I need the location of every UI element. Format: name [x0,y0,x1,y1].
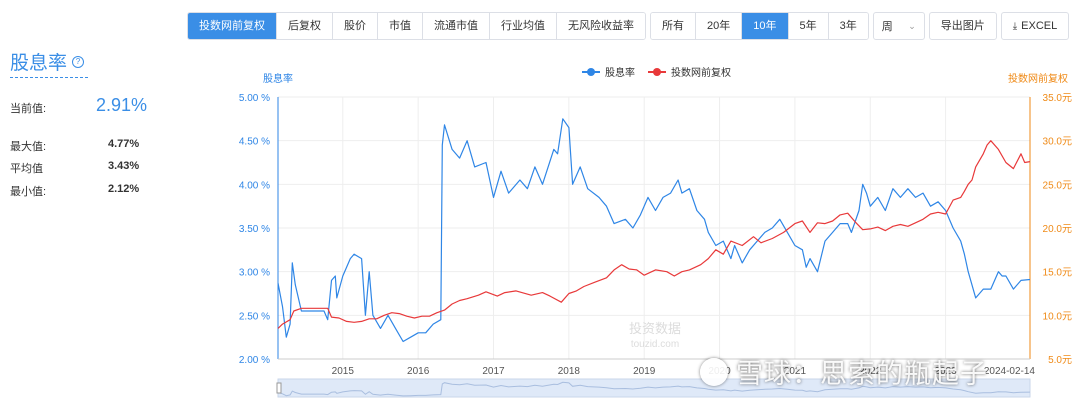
adjustment-button-group: 投数网前复权 后复权 股价 市值 流通市值 行业均值 无风险收益率 [187,12,646,40]
toolbar: 投数网前复权 后复权 股价 市值 流通市值 行业均值 无风险收益率 所有 20年 10年 5年 3年… [187,12,1073,40]
left-tick-label: 3.50 % [239,224,270,235]
x-tick-label: 2023 [934,366,957,377]
current-value: 2.91% [96,95,148,115]
left-tick-label: 2.50 % [239,311,270,322]
chevron-down-icon: ⌄ [908,20,916,31]
x-tick-label: 2015 [332,366,355,377]
export-excel-button[interactable]: ⤓ EXCEL [1000,12,1070,40]
series-line-0 [277,118,1031,343]
legend-marker-0 [587,68,595,76]
adjustment-button-3[interactable]: 市值 [378,13,423,39]
left-tick-label: 4.00 % [239,180,270,191]
min-value: 2.12% [108,183,140,195]
x-tick-label: 2016 [407,366,430,377]
export-excel-label: EXCEL [1021,20,1058,32]
left-tick-label: 4.50 % [239,137,270,148]
left-tick-label: 2.00 % [239,355,270,366]
right-tick-label: 25.0元 [1043,180,1072,191]
export-image-button[interactable]: 导出图片 [928,12,997,40]
legend-marker-1 [653,68,661,76]
source-watermark-text: 雪球：思索的瓶起子 [736,359,988,389]
x-tick-label: 2018 [558,366,581,377]
x-tick-label: 2022 [859,366,882,377]
metric-title: 股息率 ? [10,48,88,78]
chart-series [277,118,1031,343]
adjustment-button-0[interactable]: 投数网前复权 [188,13,277,39]
source-watermark: 雪球：思索的瓶起子 [700,352,988,391]
legend-label-1: 投数网前复权 [671,66,731,79]
min-value-label: 最小值: [10,186,47,198]
chart-axes: 5.00 % 4.50 % 4.00 % 3.50 % 3.00 % 2.50 % 2.00… [239,72,1072,377]
x-tick-label: 2021 [784,366,807,377]
x-tick-label: 2019 [633,366,656,377]
chart-watermark-title: 投资数据 [629,321,681,336]
period-button-group: 所有 20年 10年 5年 3年 [650,12,869,40]
period-button-0[interactable]: 所有 [651,13,696,39]
left-tick-label: 5.00 % [239,93,270,104]
adjustment-button-2[interactable]: 股价 [333,13,378,39]
navigator-handle-left [276,382,282,394]
left-axis-title: 股息率 [263,72,293,85]
range-navigator [276,378,1031,398]
avg-value: 3.43% [108,160,140,172]
adjustment-button-5[interactable]: 行业均值 [490,13,557,39]
period-button-2[interactable]: 10年 [742,13,789,39]
adjustment-button-6[interactable]: 无风险收益率 [557,13,645,39]
right-tick-label: 30.0元 [1043,137,1072,148]
series-line-1 [277,140,1031,329]
chart-watermark-url: touzid.com [631,339,679,350]
metric-panel: 股息率 ? 当前值: 2.91% 最大值: 4.77% 平均值 3.43% 最小… [10,48,170,198]
adjustment-button-1[interactable]: 后复权 [277,13,333,39]
right-tick-label: 15.0元 [1043,268,1072,279]
legend-label-0: 股息率 [605,66,635,79]
period-button-1[interactable]: 20年 [696,13,743,39]
max-value-label: 最大值: [10,141,47,153]
right-axis-title: 投数网前复权 [1008,72,1068,85]
right-tick-label: 20.0元 [1043,224,1072,235]
x-tick-label: 2017 [482,366,505,377]
period-button-4[interactable]: 3年 [828,13,868,39]
chart-watermark: 投资数据 touzid.com [629,321,681,350]
x-end-label: 2024-02-14 [984,366,1036,377]
frequency-select-value: 周 [881,21,893,33]
left-tick-label: 3.00 % [239,268,270,279]
snowball-logo-icon [700,357,728,386]
current-value-label: 当前值: [10,103,47,115]
navigator-series [277,381,1031,397]
metric-title-text: 股息率 [10,53,68,74]
right-tick-label: 10.0元 [1043,311,1072,322]
download-icon: ⤓ [1012,21,1018,32]
right-tick-label: 35.0元 [1043,93,1072,104]
period-button-3[interactable]: 5年 [788,13,829,39]
frequency-select[interactable]: 周 ⌄ [872,12,925,40]
right-tick-label: 5.0元 [1048,355,1072,366]
adjustment-button-4[interactable]: 流通市值 [423,13,490,39]
avg-value-label: 平均值 [10,163,43,175]
chart-legend: 股息率 投数网前复权 [582,66,731,79]
max-value: 4.77% [108,138,140,150]
help-icon[interactable]: ? [72,55,85,68]
